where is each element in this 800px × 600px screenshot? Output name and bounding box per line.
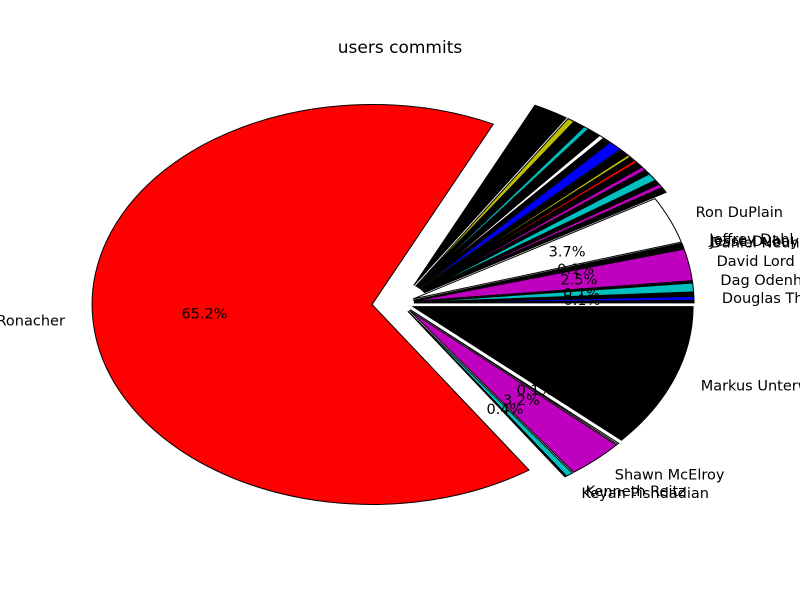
pie-slice-2	[408, 310, 618, 473]
pie-slice-24	[423, 187, 667, 294]
pie-slice-21	[422, 173, 657, 292]
pie-name-label-26: Jeffrey Dahl	[708, 232, 793, 248]
pie-name-label-27: Jesse Dubay	[709, 234, 799, 250]
pie-percent-label-33: 0.1%	[564, 293, 601, 309]
pie-slice-0	[411, 306, 694, 441]
pie-slice-5	[91, 103, 530, 505]
pie-slice-1	[410, 309, 620, 445]
pie-slice-25	[412, 197, 682, 300]
pie-name-label-30: Dag Odenhall	[720, 273, 800, 289]
chart-title: users commits	[338, 38, 463, 58]
pie-slice-18	[421, 162, 643, 291]
pie-slice-7	[415, 118, 575, 287]
pie-percent-label-5: 65.2%	[181, 306, 227, 322]
pie-percent-label-25: 3.7%	[549, 244, 586, 260]
pie-name-label-28: Daniel Neuhäuser	[711, 235, 800, 251]
pie-slice-11	[418, 134, 605, 289]
pie-name-label-5: Armin Ronacher	[0, 314, 65, 330]
pie-slice-13	[419, 141, 622, 290]
pie-name-label-29: David Lord	[717, 254, 795, 270]
pie-percent-label-29: 2.5%	[561, 272, 598, 288]
pie-slice-34	[413, 299, 695, 304]
pie-name-label-33: Douglas Thor	[722, 291, 800, 307]
pie-slice-12	[418, 137, 611, 289]
pie-percent-labels: 0.1%3.2%0.4%65.2%3.7%0.1%2.5%0.1%0.1%	[181, 244, 600, 418]
pie-name-label-4: Keyan Pishdadian	[581, 486, 709, 502]
pie-slices	[91, 103, 695, 505]
pie-name-label-2: Shawn McElroy	[615, 467, 725, 483]
pie-slice-10	[417, 128, 600, 288]
pie-name-labels: Markus Unterwaditzer Shawn McElroyKenneth…	[0, 205, 800, 502]
pie-slice-28	[413, 246, 685, 301]
pie-slice-8	[415, 121, 585, 288]
pie-slice-9	[416, 126, 590, 288]
pie-percent-label-3: 0.4%	[487, 402, 524, 418]
pie-slice-6	[413, 104, 568, 286]
pie-percent-label-28: 0.1%	[557, 262, 594, 278]
pie-slice-4	[407, 310, 568, 478]
pie-percent-label-2: 3.2%	[503, 393, 540, 409]
pie-percent-label-31: 0.1%	[563, 286, 600, 302]
pie-slice-14	[420, 149, 629, 290]
pie-slice-20	[422, 169, 650, 292]
pie-slice-29	[413, 248, 693, 302]
pie-name-label-0: Markus Unterwaditzer	[701, 378, 800, 394]
pie-name-label-3: Kenneth Reitz	[586, 484, 686, 500]
pie-name-label-25: Ron DuPlain	[696, 205, 783, 221]
pie-percent-label-1: 0.1%	[517, 383, 554, 399]
